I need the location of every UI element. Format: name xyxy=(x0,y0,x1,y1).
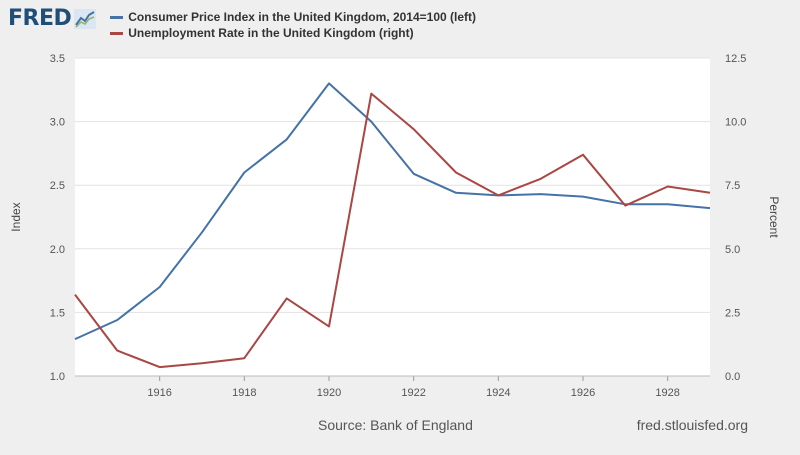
legend-item-unemployment[interactable]: Unemployment Rate in the United Kingdom … xyxy=(110,26,476,41)
x-tick-label: 1916 xyxy=(147,387,171,399)
fred-logo[interactable]: FRED xyxy=(8,6,97,32)
legend-label-unemployment: Unemployment Rate in the United Kingdom … xyxy=(128,26,414,40)
series-line-unemployment[interactable] xyxy=(74,92,711,369)
source-note: Source: Bank of England xyxy=(318,417,473,433)
legend-swatch-cpi xyxy=(110,16,124,19)
left-axis-ticks: 1.0 1.5 2.0 2.5 3.0 3.5 xyxy=(50,53,65,383)
x-tick-label: 1926 xyxy=(571,387,595,399)
left-tick-label: 2.5 xyxy=(50,180,65,192)
right-tick-label: 7.5 xyxy=(725,180,740,192)
x-tick-label: 1928 xyxy=(655,387,679,399)
x-tick-label: 1922 xyxy=(401,387,425,399)
series-lines xyxy=(74,82,711,369)
legend-swatch-unemployment xyxy=(110,32,124,35)
chart-trend-icon xyxy=(74,9,97,29)
left-tick-label: 3.5 xyxy=(50,53,65,65)
left-tick-label: 3.0 xyxy=(50,117,65,129)
left-tick-label: 1.0 xyxy=(50,371,65,383)
fred-logo-text: FRED xyxy=(8,6,72,31)
x-tick-label: 1924 xyxy=(486,387,510,399)
right-axis-label: Percent xyxy=(767,196,781,238)
right-tick-label: 10.0 xyxy=(725,117,746,129)
legend-item-cpi[interactable]: Consumer Price Index in the United Kingd… xyxy=(110,10,476,25)
right-axis-ticks: 0.0 2.5 5.0 7.5 10.0 12.5 xyxy=(725,53,746,383)
site-link[interactable]: fred.stlouisfed.org xyxy=(636,417,748,433)
chart-header: FRED Consumer Price Index in the United … xyxy=(8,6,476,40)
series-line-cpi[interactable] xyxy=(74,82,711,341)
chart-legend: Consumer Price Index in the United Kingd… xyxy=(110,10,476,41)
x-axis-ticks: 1916 1918 1920 1922 1924 1926 1928 xyxy=(75,375,710,399)
right-tick-label: 12.5 xyxy=(725,53,746,65)
legend-label-cpi: Consumer Price Index in the United Kingd… xyxy=(128,10,477,24)
right-tick-label: 0.0 xyxy=(725,371,740,383)
x-tick-label: 1918 xyxy=(232,387,256,399)
left-tick-label: 1.5 xyxy=(50,307,65,319)
plot-background xyxy=(75,58,710,376)
x-tick-label: 1920 xyxy=(317,387,341,399)
left-axis-label: Index xyxy=(9,202,23,231)
left-tick-label: 2.0 xyxy=(50,244,65,256)
right-tick-label: 5.0 xyxy=(725,244,740,256)
right-tick-label: 2.5 xyxy=(725,307,740,319)
